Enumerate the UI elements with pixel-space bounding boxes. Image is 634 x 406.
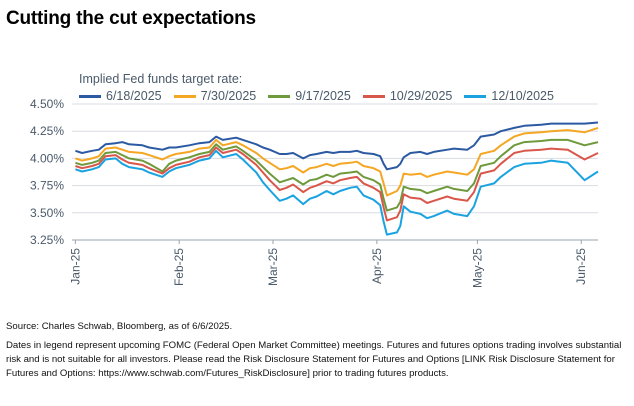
legend-item: 10/29/2025 bbox=[362, 89, 453, 103]
disclaimer-text: Dates in legend represent upcoming FOMC … bbox=[6, 340, 622, 379]
series-line-3 bbox=[75, 138, 599, 212]
series-line-1 bbox=[75, 121, 599, 171]
legend-title: Implied Fed funds target rate: bbox=[79, 72, 243, 86]
y-tick-label: 4.25% bbox=[30, 124, 64, 138]
y-tick-label: 3.75% bbox=[30, 179, 64, 193]
legend: 6/18/2025 7/30/2025 9/17/2025 10/29/2025 12/… bbox=[79, 89, 566, 103]
source-note: Source: Charles Schwab, Bloomberg, as of… bbox=[6, 321, 233, 332]
legend-swatch bbox=[362, 94, 385, 98]
legend-item: 12/10/2025 bbox=[464, 89, 554, 103]
legend-swatch bbox=[464, 94, 487, 98]
y-tick-label: 3.25% bbox=[30, 233, 64, 247]
series-line-4 bbox=[75, 146, 599, 222]
y-tick-label: 4.00% bbox=[30, 151, 64, 165]
legend-label: 10/29/2025 bbox=[389, 89, 453, 103]
axes: 3.25% 3.50% 3.75% 4.00% 4.25% 4.50% Jan-25 Feb-… bbox=[30, 97, 598, 288]
series-lines bbox=[75, 121, 599, 236]
legend-label: 12/10/2025 bbox=[491, 89, 554, 103]
line-chart: 3.25% 3.50% 3.75% 4.00% 4.25% 4.50% Jan-25 Feb-… bbox=[30, 97, 599, 288]
legend-label: 7/30/2025 bbox=[200, 89, 257, 103]
y-tick-label: 4.50% bbox=[30, 97, 64, 111]
legend-swatch bbox=[173, 94, 196, 98]
x-tick-label: Mar-25 bbox=[266, 248, 280, 286]
x-tick-label: Jun-25 bbox=[574, 248, 588, 285]
legend-item: 7/30/2025 bbox=[173, 89, 257, 103]
legend-item: 9/17/2025 bbox=[268, 89, 351, 103]
x-tick-label: Jan-25 bbox=[68, 248, 82, 285]
legend-item: 6/18/2025 bbox=[79, 89, 162, 103]
x-tick-label: Apr-25 bbox=[370, 248, 384, 284]
legend-label: 6/18/2025 bbox=[106, 89, 162, 103]
x-tick-label: May-25 bbox=[470, 248, 484, 288]
series-line-2 bbox=[75, 126, 599, 197]
x-tick-label: Feb-25 bbox=[172, 248, 186, 286]
page-title: Cutting the cut expectations bbox=[6, 8, 256, 29]
legend-swatch bbox=[79, 94, 101, 98]
series-line-5 bbox=[75, 149, 599, 236]
y-tick-label: 3.50% bbox=[30, 206, 64, 220]
legend-label: 9/17/2025 bbox=[295, 89, 351, 103]
grid-lines bbox=[72, 103, 598, 241]
legend-swatch bbox=[268, 94, 291, 98]
